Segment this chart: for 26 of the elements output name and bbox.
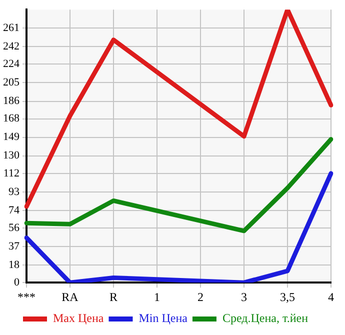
y-tick-label: 168 <box>3 112 20 125</box>
y-tick-label: 0 <box>14 276 20 288</box>
y-tick-label: 186 <box>3 95 20 108</box>
x-tick-label: *** <box>18 290 36 304</box>
x-tick-label: 1 <box>154 290 160 304</box>
y-tick-label: 149 <box>3 131 20 144</box>
legend-label: Сред.Цена, т.йен <box>222 311 309 326</box>
x-tick-label: 3,5 <box>280 290 295 304</box>
x-tick-label: 4 <box>328 290 334 304</box>
y-tick-label: 242 <box>3 40 20 53</box>
y-tick-label: 205 <box>3 76 20 89</box>
y-tick-label: 224 <box>3 58 20 70</box>
x-tick-label: 2 <box>198 290 204 304</box>
legend-label: Max Цена <box>52 311 104 326</box>
y-tick-label: 37 <box>8 240 20 252</box>
y-tick-label: 56 <box>8 222 20 234</box>
x-tick-label: RA <box>62 290 79 304</box>
x-tick-label: R <box>109 290 118 304</box>
y-tick-label: 93 <box>8 186 20 198</box>
y-tick-label: 74 <box>8 204 20 216</box>
legend-label: Min Цена <box>138 311 188 326</box>
y-tick-label: 130 <box>3 150 20 162</box>
y-tick-label: 112 <box>3 167 20 180</box>
y-tick-label: 261 <box>3 22 20 34</box>
x-tick-label: 3 <box>241 290 247 304</box>
y-tick-label: 18 <box>8 258 20 271</box>
